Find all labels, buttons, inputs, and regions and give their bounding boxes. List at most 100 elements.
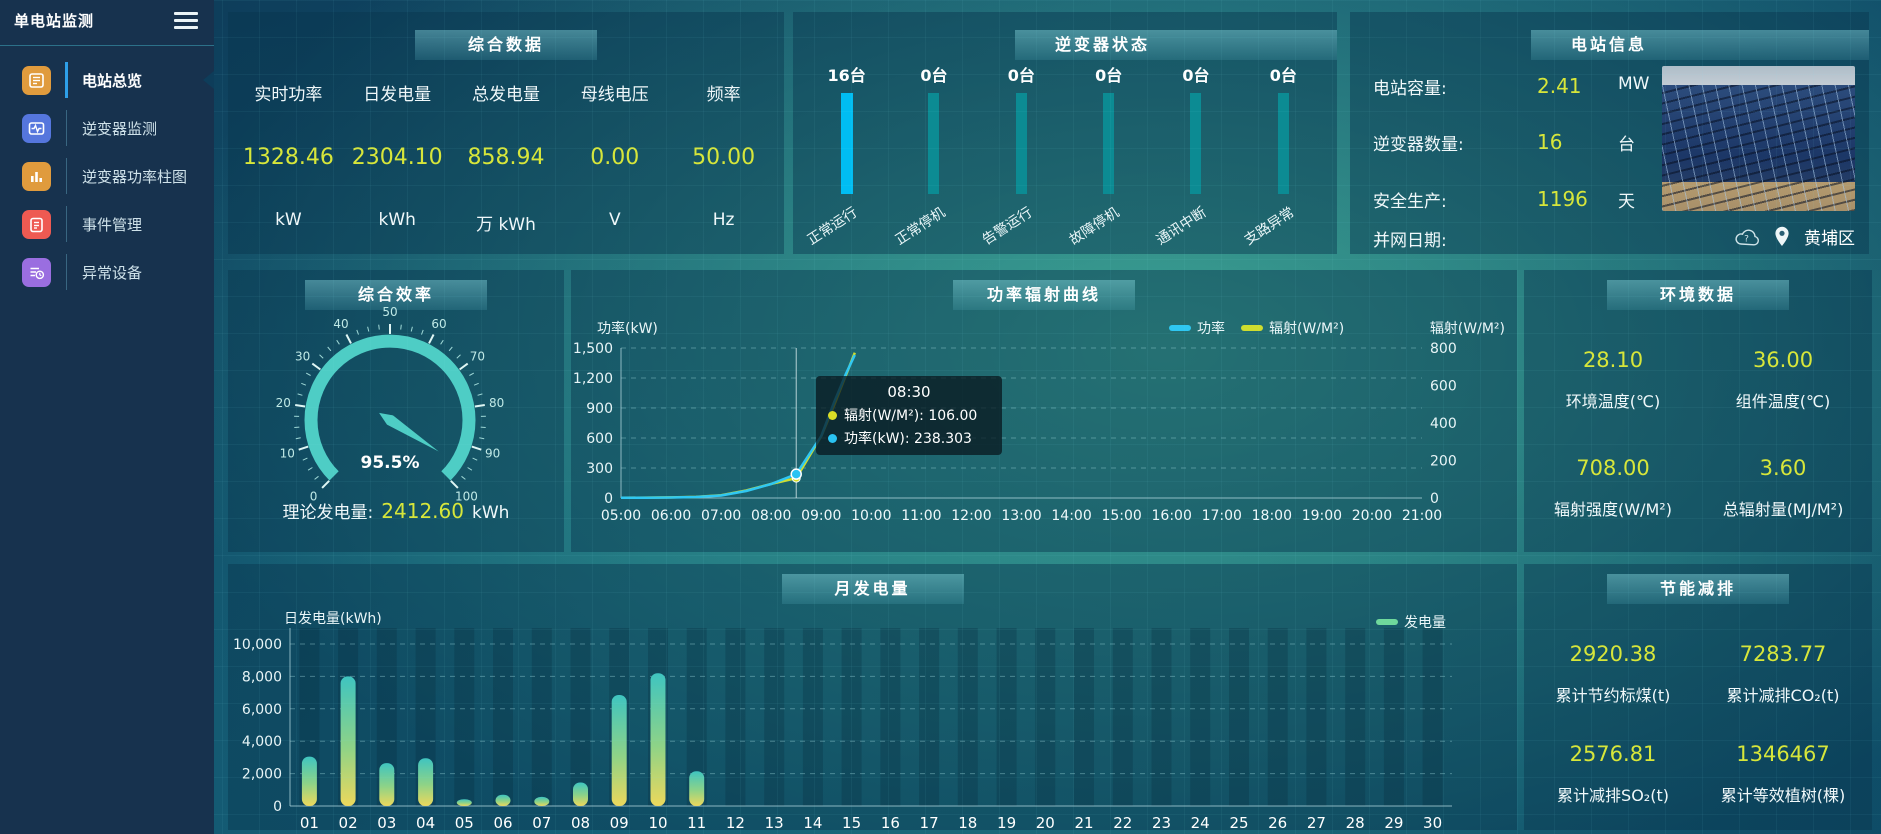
location-pin-icon[interactable] (1774, 226, 1790, 247)
inverter-count: 0台 (1095, 66, 1123, 85)
inverter-state-0[interactable]: 16台 正常运行 (803, 52, 890, 250)
environment-panel: 环境数据 28.10 环境温度(℃) 36.00 组件温度(℃) 708.00 … (1524, 270, 1872, 552)
svg-text:400: 400 (1430, 416, 1457, 432)
energy-saving-value: 2920.38 (1569, 642, 1657, 666)
energy-saving-label: 累计减排CO₂(t) (1726, 686, 1840, 705)
inverter-state-1[interactable]: 0台 正常停机 (890, 52, 977, 250)
svg-text:30: 30 (1423, 814, 1442, 830)
svg-text:18:00: 18:00 (1252, 508, 1292, 524)
monthly-generation-chart[interactable]: 0 2,000 4,000 6,000 8,000 10,000 01 02 03 04 05 06 0… (228, 564, 1517, 830)
metric-value: 2304.10 (351, 145, 443, 170)
svg-text:14:00: 14:00 (1051, 508, 1091, 524)
sidebar-item-inverter-power-bars[interactable]: 逆变器功率柱图 (0, 152, 214, 200)
svg-text:100: 100 (455, 489, 478, 503)
svg-text:02: 02 (339, 814, 358, 830)
svg-text:90: 90 (485, 446, 500, 460)
sidebar-item-event-management[interactable]: 事件管理 (0, 200, 214, 248)
svg-text:60: 60 (431, 317, 446, 331)
inverter-state-4[interactable]: 0台 通讯中断 (1152, 52, 1239, 250)
metric-label: 日发电量 (363, 85, 432, 105)
tooltip-row-text: 辐射(W/M²): 106.00 (844, 408, 978, 424)
inverter-state-bar (1103, 93, 1115, 194)
menu-separator (66, 254, 67, 290)
app-title: 单电站监测 (14, 12, 95, 30)
power-radiation-panel: 功率辐射曲线 功率(kW) 辐射(W/M²) 功率 辐射(W/M²) 0 300 6… (571, 270, 1517, 552)
svg-text:70: 70 (470, 350, 485, 364)
sidebar-item-abnormal-device[interactable]: 异常设备 (0, 248, 214, 296)
environment-cell: 28.10 环境温度(℃) (1528, 328, 1698, 436)
power-legend-text: 功率 (1197, 321, 1225, 337)
legend-item-power[interactable]: 功率 (1169, 318, 1225, 338)
svg-text:95.5%: 95.5% (361, 453, 420, 473)
inverter-state-5[interactable]: 0台 支路异常 (1240, 52, 1327, 250)
environment-panel-title: 环境数据 (1607, 280, 1789, 310)
metric-label: 母线电压 (580, 85, 649, 105)
summary-metric: 频率 50.00 Hz (669, 58, 778, 246)
sidebar-item-label: 事件管理 (82, 216, 143, 234)
legend-item-generation[interactable]: 发电量 (1376, 612, 1446, 632)
metric-unit: kWh (378, 210, 416, 230)
environment-cell: 708.00 辐射强度(W/M²) (1528, 436, 1698, 544)
svg-text:22: 22 (1113, 814, 1132, 830)
theoretical-generation: 理论发电量: 2412.60 kWh (228, 498, 564, 523)
legend-item-radiation[interactable]: 辐射(W/M²) (1241, 318, 1344, 338)
svg-text:24: 24 (1191, 814, 1210, 830)
svg-text:26: 26 (1268, 814, 1287, 830)
svg-text:09:00: 09:00 (801, 508, 841, 524)
power-radiation-chart[interactable]: 0 300 600 900 1,200 1,500 0 200 400 600 800 05:00 06… (571, 270, 1517, 552)
inverter-status-panel: 逆变器状态 16台 正常运行 0台 正常停机 0台 告警运行 0台 故障停机 0… (793, 12, 1337, 254)
svg-text:50: 50 (382, 305, 397, 319)
inverter-state-label: 故障停机 (1066, 204, 1123, 249)
station-row-label: 逆变器数量: (1373, 135, 1464, 155)
inverter-state-2[interactable]: 0台 告警运行 (978, 52, 1065, 250)
chart-tooltip: 08:30 辐射(W/M²): 106.00 功率(kW): 238.303 (816, 376, 1002, 455)
tooltip-row: 辐射(W/M²): 106.00 (828, 405, 990, 425)
svg-text:19: 19 (997, 814, 1016, 830)
sidebar: 单电站监测 电站总览 逆变器监测 逆变器功率柱图 事件管理 异常设备 (0, 0, 214, 834)
summary-metric: 母线电压 0.00 V (560, 58, 669, 246)
inverter-state-bar (1015, 93, 1027, 194)
svg-text:19:00: 19:00 (1302, 508, 1342, 524)
inverter-monitor-icon (22, 114, 51, 143)
efficiency-panel-title: 综合效率 (305, 280, 487, 310)
monthly-generation-panel-title: 月发电量 (781, 574, 964, 604)
menu-separator (66, 206, 67, 242)
efficiency-gauge[interactable]: 0 10 20 30 40 50 60 70 80 90 100 95.5% (228, 300, 564, 526)
svg-text:06: 06 (493, 814, 512, 830)
menu-separator (66, 158, 67, 194)
inverter-count: 0台 (920, 66, 948, 85)
theoretical-generation-label: 理论发电量: (282, 503, 374, 523)
station-row-value: 16 (1537, 130, 1563, 154)
svg-text:20:00: 20:00 (1352, 508, 1392, 524)
svg-text:900: 900 (586, 401, 613, 417)
svg-text:14: 14 (803, 814, 822, 830)
weather-location: ? 黄埔区 (1734, 224, 1855, 249)
monthly-generation-panel: 月发电量 日发电量(kWh) 发电量 0 2,000 4,000 6,000 8,000… (228, 564, 1517, 830)
summary-panel-title: 综合数据 (415, 30, 597, 60)
inverter-count: 0台 (1007, 66, 1035, 85)
environment-label: 辐射强度(W/M²) (1554, 500, 1672, 519)
station-row-label: 并网日期: (1373, 231, 1447, 251)
metric-unit: 万 kWh (476, 215, 536, 235)
energy-saving-value: 1346467 (1736, 742, 1830, 766)
hamburger-icon[interactable] (174, 12, 198, 32)
svg-text:15: 15 (842, 814, 861, 830)
inverter-state-label: 告警运行 (979, 204, 1036, 249)
right-axis-label: 辐射(W/M²) (1429, 321, 1505, 337)
svg-text:0: 0 (1430, 491, 1439, 507)
efficiency-panel: 综合效率 0 10 20 30 40 50 60 70 80 90 100 95.5% 理论发电量: … (228, 270, 564, 552)
bar-chart-legend: 发电量 (1376, 612, 1446, 632)
svg-text:04: 04 (416, 814, 435, 830)
sidebar-item-station-overview[interactable]: 电站总览 (0, 56, 214, 104)
sidebar-item-label: 逆变器监测 (82, 120, 158, 138)
energy-saving-label: 累计等效植树(棵) (1720, 786, 1846, 805)
station-row-value: 1196 (1537, 187, 1588, 211)
svg-text:20: 20 (276, 396, 291, 410)
sidebar-item-inverter-monitor[interactable]: 逆变器监测 (0, 104, 214, 152)
inverter-state-3[interactable]: 0台 故障停机 (1065, 52, 1152, 250)
svg-text:10,000: 10,000 (233, 637, 282, 653)
inverter-state-label: 正常停机 (892, 204, 948, 249)
power-radiation-panel-title: 功率辐射曲线 (953, 280, 1135, 310)
solar-panel-field-photo (1662, 66, 1855, 211)
